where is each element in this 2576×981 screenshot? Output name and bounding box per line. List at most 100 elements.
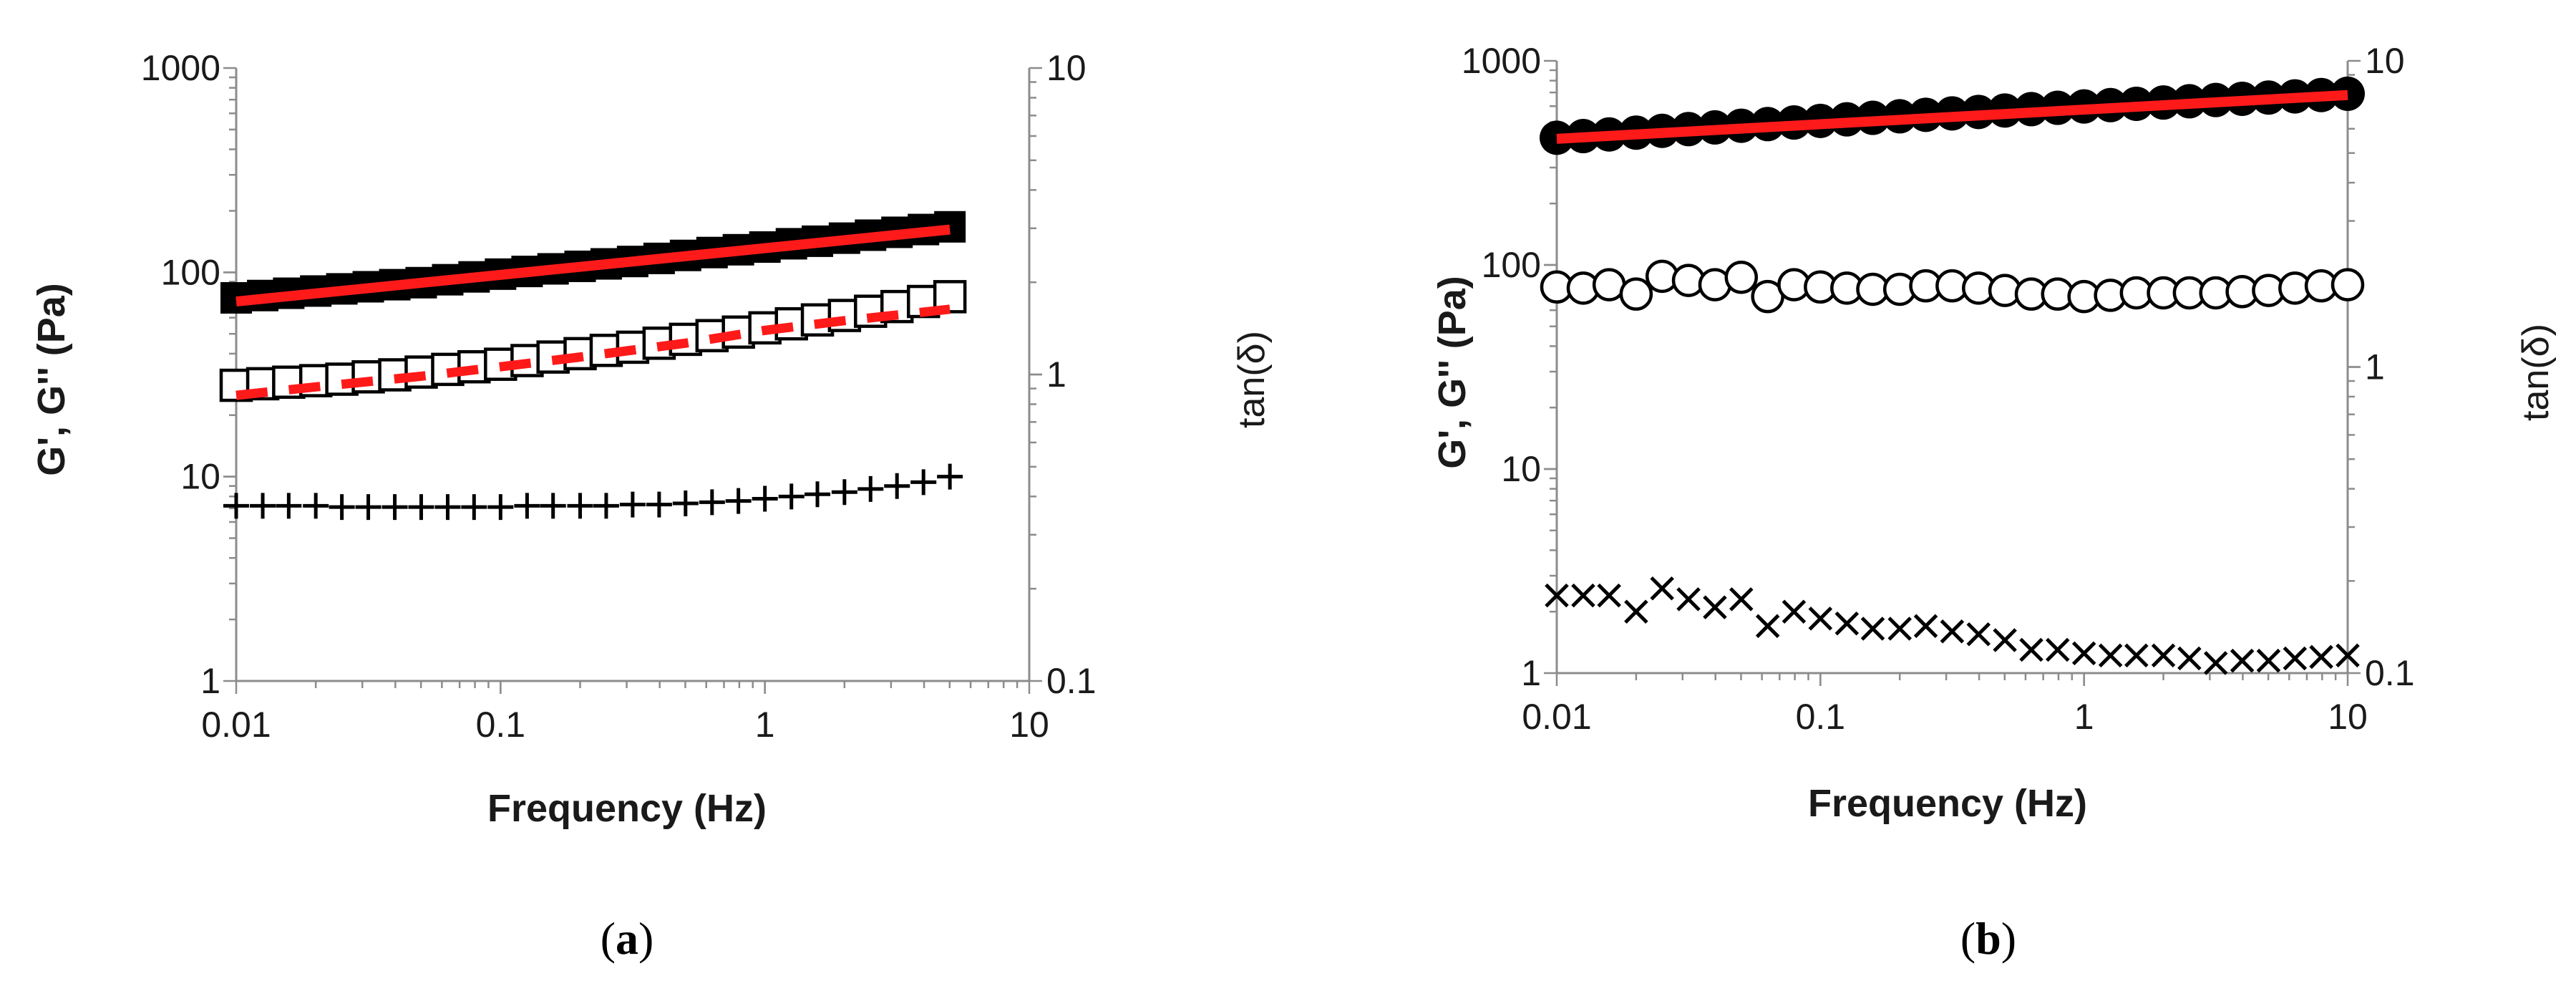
y-tick-label: 10 — [180, 457, 220, 497]
marker-cross — [1834, 611, 1860, 636]
y-tick-label: 100 — [161, 252, 220, 292]
marker-plus — [646, 491, 672, 518]
y-tick-label: 100 — [1482, 245, 1541, 285]
marker-plus — [461, 494, 487, 521]
panel-label-open: ( — [1960, 913, 1975, 964]
marker-cross — [2256, 648, 2281, 673]
panel-label-close: ) — [638, 913, 653, 964]
y-tick-label: 10 — [1501, 449, 1541, 489]
y-axis-title: G', G'' (Pa) — [1431, 276, 1474, 469]
marker-cross — [1782, 599, 1807, 624]
marker-plus — [884, 473, 910, 499]
marker-cross — [2046, 637, 2070, 662]
marker-cross — [2071, 641, 2096, 666]
marker-plus — [514, 493, 540, 519]
x-axis-title: Frequency (Hz) — [487, 787, 767, 830]
marker-plus — [699, 489, 725, 516]
marker-cross — [1966, 622, 1991, 647]
series-tan--cross — [1545, 576, 2360, 675]
marker-cross — [1624, 599, 1648, 624]
marker-cross — [1993, 628, 2017, 652]
fit-line — [1556, 90, 2348, 144]
panel-label-letter: a — [616, 913, 638, 964]
marker-cross — [1545, 583, 1569, 608]
y2-tick-label: 0.1 — [2365, 653, 2415, 693]
marker-cross — [2230, 648, 2255, 673]
y-tick-label: 1000 — [141, 48, 220, 88]
x-tick-label: 10 — [2328, 697, 2368, 737]
marker-plus — [276, 493, 302, 519]
marker-plus — [752, 485, 778, 512]
marker-plus — [910, 469, 937, 496]
marker-plus — [619, 491, 646, 518]
marker-cross — [1650, 576, 1674, 601]
marker-cross — [2124, 643, 2149, 668]
y2-tick-label: 1 — [2365, 347, 2385, 387]
y-tick-label: 1000 — [1462, 41, 1541, 81]
fit-line — [235, 224, 951, 307]
series-g-fit-dashed-line — [235, 304, 951, 400]
marker-plus — [355, 494, 381, 521]
marker-plus — [540, 493, 566, 519]
y2-tick-label: 10 — [1046, 48, 1087, 88]
x-tick-label: 0.1 — [476, 705, 526, 745]
marker-plus — [487, 494, 514, 521]
x-tick-label: 0.01 — [201, 705, 271, 745]
marker-cross — [1860, 617, 1885, 641]
panel-label-close: ) — [2001, 913, 2016, 964]
marker-plus — [381, 494, 408, 521]
marker-plus — [937, 463, 963, 490]
marker-cross — [2019, 637, 2043, 662]
y-tick-label: 1 — [200, 661, 220, 701]
marker-cross — [2151, 643, 2176, 668]
y-axis-title: G', G'' (Pa) — [30, 283, 73, 476]
marker-plus — [567, 493, 593, 519]
marker-cross — [1729, 587, 1754, 612]
panel-label-letter: b — [1975, 913, 2001, 964]
marker-cross — [1597, 583, 1621, 608]
marker-filled-circle — [2330, 76, 2365, 111]
marker-cross — [1887, 617, 1912, 641]
fit-line-dashed — [235, 304, 951, 400]
marker-plus — [303, 493, 329, 519]
y2-axis-title: tan(δ) — [1231, 331, 1273, 428]
y2-tick-label: 10 — [2365, 41, 2405, 81]
y2-tick-label: 0.1 — [1046, 661, 1097, 701]
marker-cross — [2098, 643, 2123, 668]
panel-label-open: ( — [601, 913, 616, 964]
marker-cross — [1703, 595, 1727, 619]
marker-plus — [434, 494, 461, 521]
marker-cross — [1808, 607, 1833, 631]
marker-cross — [2203, 651, 2228, 675]
chart-panel-a: 1 10 100 1000 0.1 1 10 0.01 0.1 1 10 Frequency (Hz… — [30, 48, 1273, 964]
marker-plus — [778, 483, 805, 510]
chart-panel-b: 1 10 100 1000 0.1 1 10 0.01 0.1 1 10 Frequency (Hz… — [1431, 41, 2557, 964]
marker-plus — [223, 493, 249, 519]
marker-cross — [1913, 614, 1938, 639]
marker-plus — [857, 475, 884, 502]
marker-open-circle — [1724, 260, 1759, 294]
y2-axis-title: tan(δ) — [2515, 324, 2557, 421]
marker-cross — [1940, 619, 1965, 644]
x-tick-label: 0.1 — [1796, 697, 1846, 737]
panel-label-a: (a) — [601, 913, 654, 964]
series-tan--plus — [223, 463, 963, 521]
x-tick-label: 0.01 — [1522, 697, 1591, 737]
marker-plus — [805, 481, 831, 508]
marker-cross — [2283, 646, 2308, 671]
series-g-fit-solid-line — [235, 224, 951, 307]
x-tick-label: 1 — [2074, 697, 2094, 737]
marker-plus — [725, 488, 752, 514]
marker-plus — [831, 479, 857, 506]
marker-plus — [329, 494, 355, 521]
marker-open-circle — [1619, 277, 1653, 311]
marker-plus — [672, 490, 699, 516]
series-g--open-circle — [1540, 259, 2365, 314]
marker-plus — [593, 493, 619, 519]
marker-cross — [2177, 646, 2202, 671]
y-tick-label: 1 — [1521, 653, 1541, 693]
x-tick-label: 1 — [755, 705, 775, 745]
marker-cross — [1755, 614, 1780, 639]
